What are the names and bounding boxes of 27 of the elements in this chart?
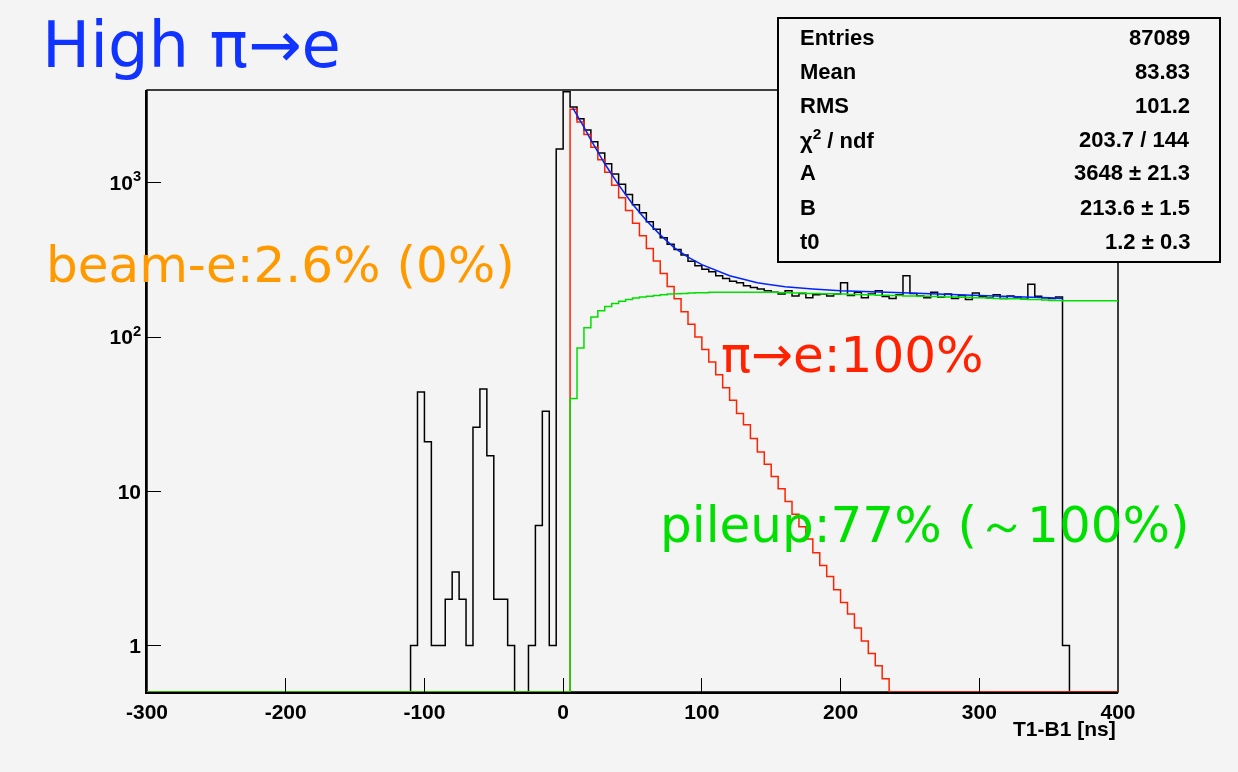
x-tick-label: 300 — [961, 699, 997, 723]
annotation: 1.2 ± 0.3 — [1105, 229, 1191, 254]
text: Entries — [800, 25, 875, 50]
annotation: 203.7 / 144 — [1079, 127, 1190, 152]
annotation: t0 — [800, 229, 820, 254]
annotation: χ$^{2}$ / ndf — [800, 125, 875, 154]
annotation: 213.6 ± 1.5 — [1080, 195, 1190, 220]
x-tick-label: 100 — [684, 699, 720, 723]
x-tick-label: -100 — [403, 699, 446, 723]
chart-title: High π→e — [42, 8, 341, 82]
x-tick-label: -200 — [264, 699, 307, 723]
text: 87089 — [1129, 25, 1191, 50]
text: 83.83 — [1135, 59, 1191, 84]
text: Mean — [800, 59, 857, 84]
text: 101.2 — [1135, 93, 1191, 118]
x-tick-label: 200 — [823, 699, 859, 723]
x-tick-label: -300 — [125, 699, 169, 723]
y-tick-label: 10 — [117, 479, 142, 503]
annotation: RMS — [800, 93, 849, 118]
y-tick-label: 1 — [129, 633, 142, 657]
y-tick-label: 10$^{2}$ — [109, 322, 142, 349]
annotation: 3648 ± 21.3 — [1074, 160, 1191, 185]
annotation: B — [800, 195, 816, 220]
y-tick-label: 10$^{3}$ — [109, 168, 142, 195]
series-label: π→e:100% — [721, 326, 984, 384]
x-tick-label: 0 — [557, 699, 569, 723]
annotation: A — [800, 160, 816, 185]
